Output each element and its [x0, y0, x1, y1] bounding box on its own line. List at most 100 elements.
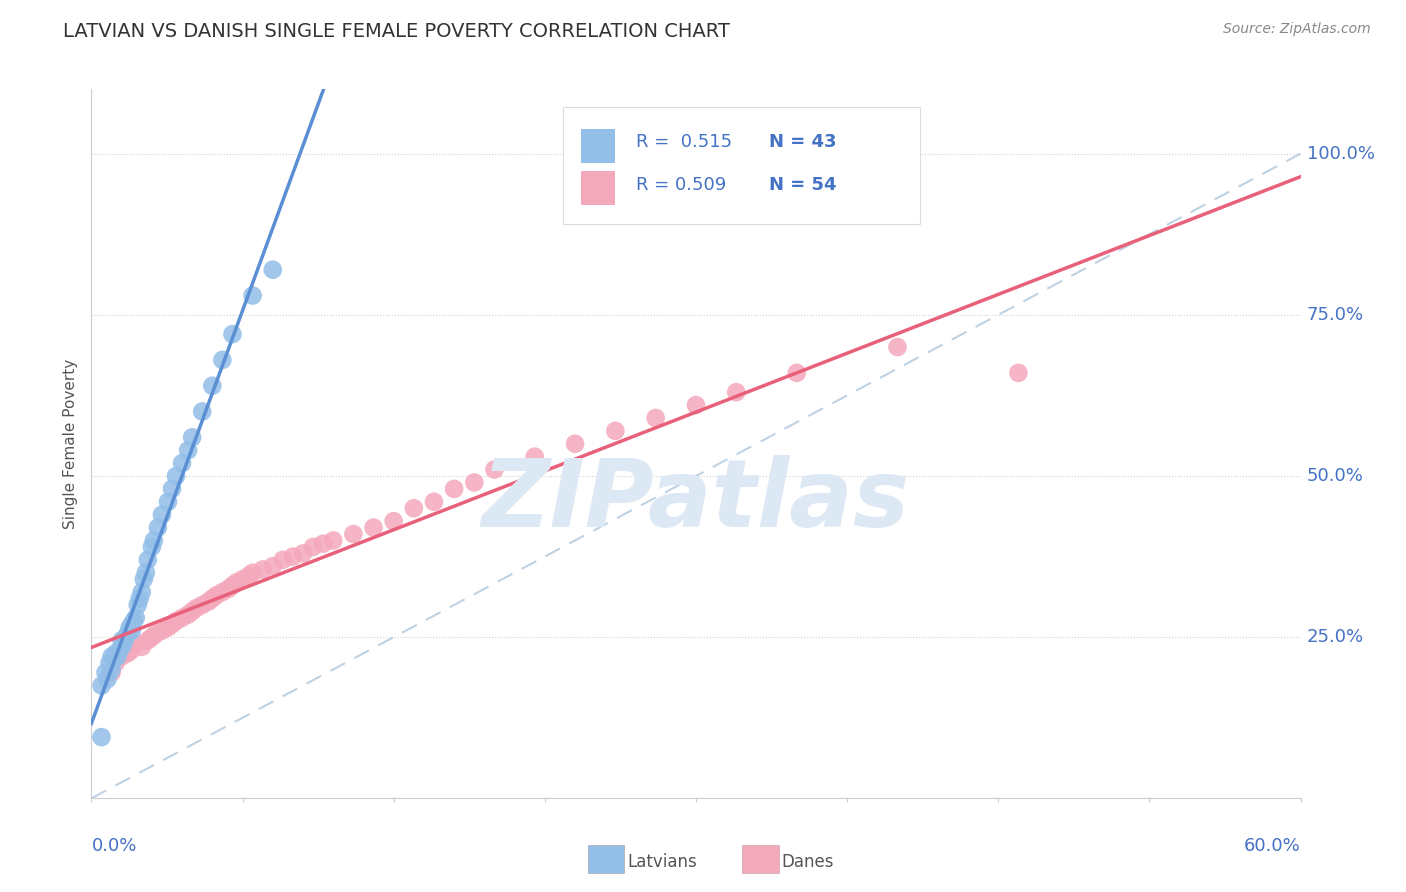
Point [165, 469, 187, 483]
Point [112, 637, 135, 651]
Point [523, 450, 546, 464]
Point [242, 288, 264, 302]
Point [150, 508, 173, 522]
Point [1007, 366, 1029, 380]
Point [141, 630, 163, 644]
Point [363, 520, 385, 534]
Point [886, 340, 908, 354]
Point [302, 540, 325, 554]
Point [98, 656, 121, 670]
Point [725, 385, 748, 400]
Point [252, 562, 274, 576]
Point [177, 443, 200, 458]
Point [150, 624, 173, 638]
Point [281, 549, 304, 564]
Bar [581, 171, 614, 205]
Point [103, 653, 125, 667]
Point [186, 601, 208, 615]
Point [104, 646, 127, 660]
Point [644, 411, 666, 425]
Point [217, 582, 239, 596]
Point [322, 533, 344, 548]
Point [221, 327, 243, 342]
Point [382, 514, 405, 528]
Point [205, 588, 228, 602]
Point [165, 614, 187, 628]
Point [172, 611, 194, 625]
Point [242, 566, 264, 580]
Text: 60.0%: 60.0% [1244, 838, 1301, 855]
Point [94, 665, 117, 680]
Point [423, 495, 446, 509]
Text: 50.0%: 50.0% [1306, 467, 1364, 485]
Point [201, 591, 224, 606]
Text: Source: ZipAtlas.com: Source: ZipAtlas.com [1223, 22, 1371, 37]
Point [108, 643, 131, 657]
Point [121, 617, 143, 632]
Point [111, 649, 132, 664]
Point [484, 462, 506, 476]
Point [145, 627, 167, 641]
Text: LATVIAN VS DANISH SINGLE FEMALE POVERTY CORRELATION CHART: LATVIAN VS DANISH SINGLE FEMALE POVERTY … [63, 22, 730, 41]
Point [342, 527, 364, 541]
Point [211, 353, 233, 368]
Text: Latvians: Latvians [627, 853, 697, 871]
Point [786, 366, 808, 380]
Point [177, 607, 200, 622]
Point [90, 730, 112, 744]
Point [142, 533, 165, 548]
Point [121, 643, 143, 657]
Point [605, 424, 627, 438]
Text: Danes: Danes [782, 853, 834, 871]
Point [231, 572, 253, 586]
Point [262, 262, 284, 277]
Text: ZIPatlas: ZIPatlas [482, 455, 910, 547]
Point [181, 604, 204, 618]
Point [141, 540, 163, 554]
Point [111, 633, 132, 648]
Text: 75.0%: 75.0% [1306, 306, 1364, 324]
Bar [581, 129, 614, 163]
Point [104, 656, 127, 670]
Point [136, 633, 159, 648]
Point [156, 620, 179, 634]
Point [238, 569, 260, 583]
Point [156, 495, 179, 509]
Point [128, 591, 150, 606]
Point [125, 611, 148, 625]
Point [131, 585, 153, 599]
Point [117, 646, 139, 660]
Point [402, 501, 425, 516]
Point [125, 637, 148, 651]
Point [100, 665, 122, 680]
Point [564, 436, 586, 450]
Point [201, 378, 224, 392]
Point [191, 404, 214, 418]
Point [191, 598, 214, 612]
Point [131, 640, 153, 654]
Point [146, 520, 169, 534]
Point [107, 649, 129, 664]
Point [221, 578, 243, 592]
Point [181, 430, 204, 444]
FancyBboxPatch shape [562, 107, 920, 224]
Point [136, 553, 159, 567]
Text: N = 54: N = 54 [769, 176, 837, 194]
Point [225, 575, 247, 590]
Point [271, 553, 294, 567]
Point [292, 546, 315, 560]
Point [100, 649, 122, 664]
Point [685, 398, 707, 412]
Text: 0.0%: 0.0% [91, 838, 136, 855]
Point [96, 672, 118, 686]
Point [312, 537, 335, 551]
Point [463, 475, 485, 490]
Point [211, 585, 233, 599]
Point [118, 620, 141, 634]
Text: N = 43: N = 43 [769, 134, 837, 152]
Point [172, 456, 194, 470]
Point [127, 598, 149, 612]
Point [443, 482, 465, 496]
Text: R = 0.509: R = 0.509 [636, 176, 725, 194]
Point [160, 482, 183, 496]
